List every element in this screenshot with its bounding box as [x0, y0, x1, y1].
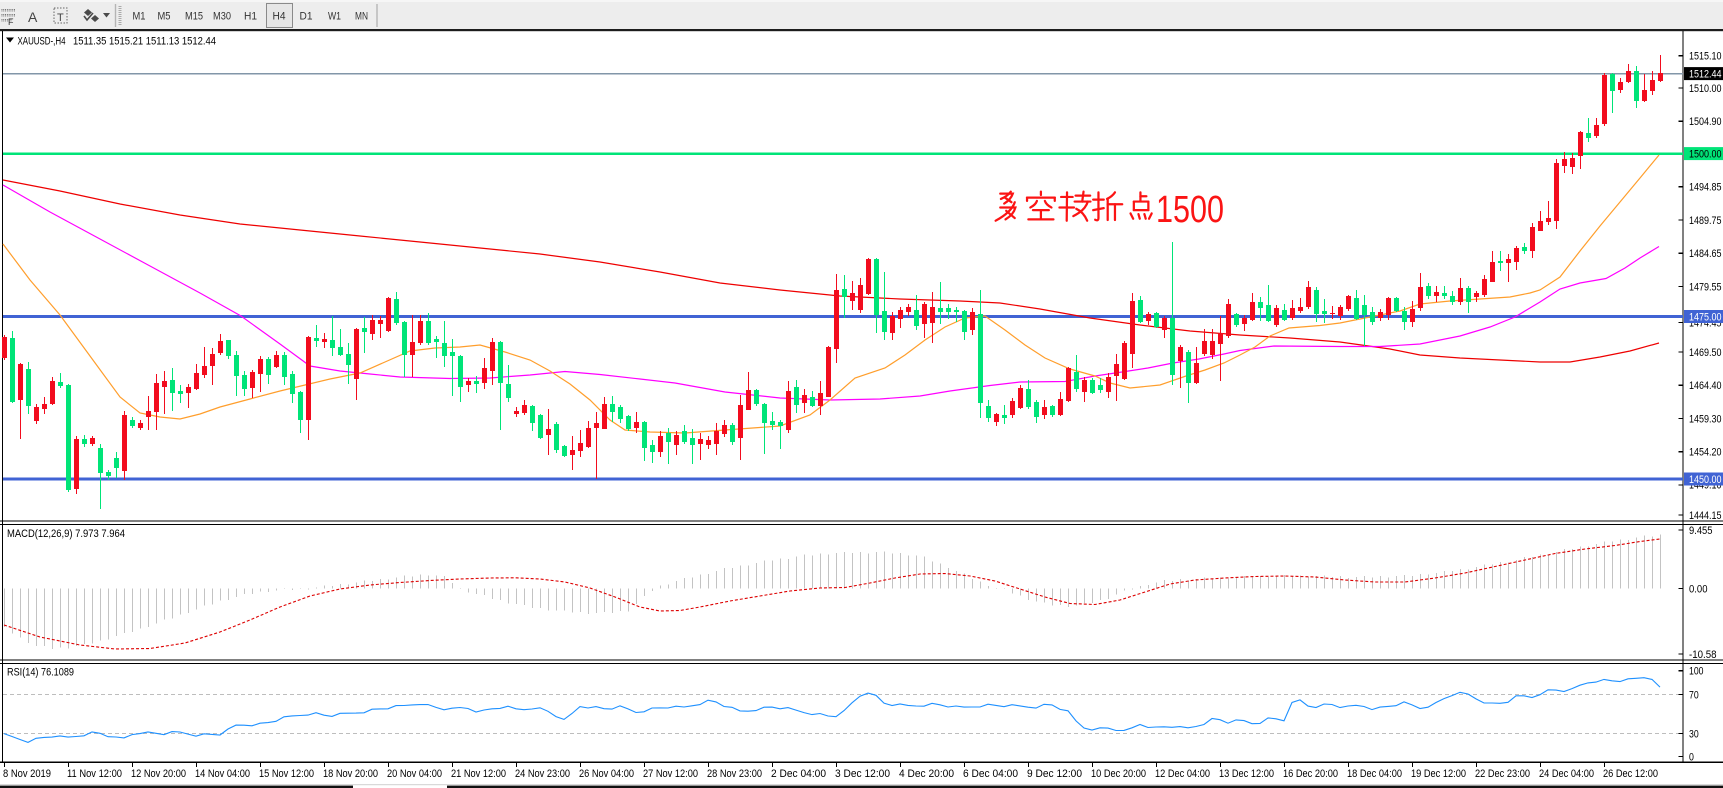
- svg-text:1504.90: 1504.90: [1689, 116, 1722, 128]
- svg-text:22 Dec 23:00: 22 Dec 23:00: [1475, 768, 1530, 780]
- svg-text:1500: 1500: [1156, 189, 1224, 231]
- svg-text:26 Dec 12:00: 26 Dec 12:00: [1603, 768, 1658, 780]
- svg-text:21 Nov 12:00: 21 Nov 12:00: [451, 768, 506, 780]
- svg-text:0.00: 0.00: [1689, 583, 1708, 595]
- svg-text:9.455: 9.455: [1689, 525, 1713, 537]
- svg-text:3 Dec 12:00: 3 Dec 12:00: [835, 768, 890, 780]
- svg-text:M30: M30: [213, 11, 231, 23]
- svg-text:2 Dec 04:00: 2 Dec 04:00: [771, 768, 826, 780]
- svg-text:1450.00: 1450.00: [1689, 474, 1722, 486]
- svg-text:30: 30: [1689, 728, 1699, 740]
- svg-text:M5: M5: [158, 11, 171, 23]
- svg-text:24 Nov 23:00: 24 Nov 23:00: [515, 768, 570, 780]
- svg-text:14 Nov 04:00: 14 Nov 04:00: [195, 768, 250, 780]
- svg-text:27 Nov 12:00: 27 Nov 12:00: [643, 768, 698, 780]
- svg-text:1515.10: 1515.10: [1689, 51, 1722, 63]
- svg-text:28 Nov 23:00: 28 Nov 23:00: [707, 768, 762, 780]
- svg-text:1510.00: 1510.00: [1689, 83, 1722, 95]
- svg-text:12 Nov 20:00: 12 Nov 20:00: [131, 768, 186, 780]
- svg-text:10 Dec 20:00: 10 Dec 20:00: [1091, 768, 1146, 780]
- svg-text:8 Nov 2019: 8 Nov 2019: [3, 768, 51, 780]
- svg-text:4 Dec 20:00: 4 Dec 20:00: [899, 768, 954, 780]
- svg-text:15 Nov 12:00: 15 Nov 12:00: [259, 768, 314, 780]
- svg-text:W1: W1: [328, 11, 341, 23]
- svg-text:H1: H1: [244, 11, 257, 23]
- svg-text:13 Dec 12:00: 13 Dec 12:00: [1219, 768, 1274, 780]
- svg-text:1479.55: 1479.55: [1689, 281, 1722, 293]
- svg-text:18 Nov 20:00: 18 Nov 20:00: [323, 768, 378, 780]
- svg-text:-10.58: -10.58: [1689, 649, 1717, 661]
- svg-text:1489.75: 1489.75: [1689, 215, 1722, 227]
- svg-text:1484.65: 1484.65: [1689, 248, 1722, 260]
- svg-text:70: 70: [1689, 689, 1699, 701]
- svg-text:1454.20: 1454.20: [1689, 447, 1722, 459]
- svg-text:XAUUSD-,H4: XAUUSD-,H4: [18, 36, 66, 48]
- svg-text:24 Dec 04:00: 24 Dec 04:00: [1539, 768, 1594, 780]
- svg-text:19 Dec 12:00: 19 Dec 12:00: [1411, 768, 1466, 780]
- svg-text:18 Dec 04:00: 18 Dec 04:00: [1347, 768, 1402, 780]
- svg-text:1444.15: 1444.15: [1689, 510, 1722, 522]
- svg-text:H4: H4: [273, 11, 286, 23]
- svg-text:M15: M15: [185, 11, 203, 23]
- svg-text:11 Nov 12:00: 11 Nov 12:00: [67, 768, 122, 780]
- svg-text:F: F: [8, 17, 14, 27]
- svg-text:1469.50: 1469.50: [1689, 347, 1722, 359]
- svg-text:6 Dec 04:00: 6 Dec 04:00: [963, 768, 1018, 780]
- svg-text:1459.30: 1459.30: [1689, 413, 1722, 425]
- svg-text:16 Dec 20:00: 16 Dec 20:00: [1283, 768, 1338, 780]
- svg-text:1475.00: 1475.00: [1689, 311, 1722, 323]
- svg-text:RSI(14) 76.1089: RSI(14) 76.1089: [7, 667, 74, 679]
- svg-text:1512.44: 1512.44: [1689, 69, 1722, 81]
- svg-text:12 Dec 04:00: 12 Dec 04:00: [1155, 768, 1210, 780]
- svg-text:0: 0: [1689, 751, 1694, 763]
- svg-text:26 Nov 04:00: 26 Nov 04:00: [579, 768, 634, 780]
- svg-text:1494.85: 1494.85: [1689, 182, 1722, 194]
- svg-text:1511.35 1515.21 1511.13 1512.4: 1511.35 1515.21 1511.13 1512.44: [73, 36, 216, 48]
- svg-text:MN: MN: [355, 11, 368, 23]
- svg-text:D1: D1: [300, 11, 313, 23]
- svg-text:1500.00: 1500.00: [1689, 149, 1722, 161]
- svg-text:20 Nov 04:00: 20 Nov 04:00: [387, 768, 442, 780]
- svg-text:100: 100: [1689, 666, 1704, 678]
- svg-text:9 Dec 12:00: 9 Dec 12:00: [1027, 768, 1082, 780]
- svg-text:A: A: [28, 9, 38, 25]
- svg-text:1464.40: 1464.40: [1689, 380, 1722, 392]
- svg-text:MACD(12,26,9) 7.973 7.964: MACD(12,26,9) 7.973 7.964: [7, 528, 125, 540]
- svg-text:T: T: [57, 12, 64, 24]
- svg-text:M1: M1: [133, 11, 146, 23]
